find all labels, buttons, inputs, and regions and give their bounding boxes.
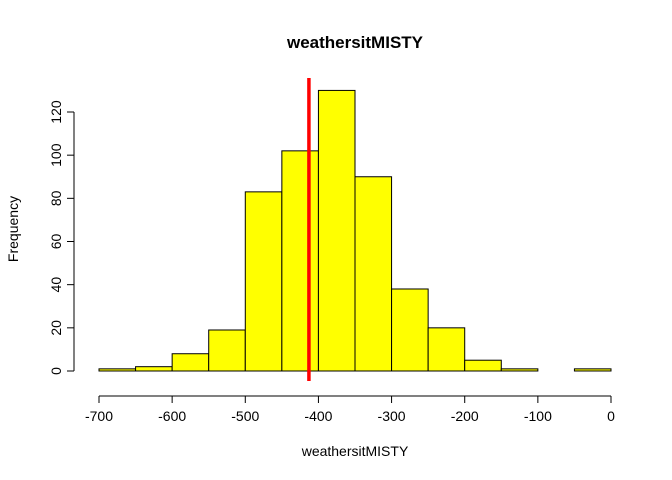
histogram-bar (135, 366, 173, 372)
x-axis-label: weathersitMISTY (301, 443, 409, 459)
x-tick-label: -200 (451, 408, 479, 424)
chart-title: weathersitMISTY (286, 33, 424, 52)
y-tick-label: 40 (48, 277, 64, 293)
y-tick-label: 20 (48, 320, 64, 336)
histogram-bar (171, 353, 210, 372)
x-tick-label: -100 (524, 408, 552, 424)
histogram-bar (427, 327, 466, 372)
y-tick-label: 80 (48, 190, 64, 206)
y-axis-label: Frequency (5, 196, 21, 262)
x-tick-label: -300 (378, 408, 406, 424)
y-axis: 0 20 40 60 80 100 120 (48, 100, 75, 375)
histogram-bar (573, 368, 612, 372)
x-tick-label: -500 (231, 408, 259, 424)
histogram-bar (500, 368, 539, 372)
y-tick-label: 100 (48, 143, 64, 167)
bars-group (98, 89, 612, 372)
histogram-bar (98, 368, 137, 372)
x-axis: -700 -600 -500 -400 -300 -200 -100 0 (85, 395, 615, 424)
histogram-bar (354, 176, 393, 372)
histogram-bar (208, 329, 246, 372)
histogram-bar (281, 150, 319, 372)
y-tick-label: 60 (48, 234, 64, 250)
x-tick-label: -700 (85, 408, 113, 424)
histogram-bar (317, 89, 356, 372)
x-tick-label: -400 (304, 408, 332, 424)
y-tick-label: 0 (48, 367, 64, 375)
histogram-bar (244, 191, 283, 372)
histogram-bar (464, 359, 502, 372)
y-tick-label: 120 (48, 100, 64, 124)
histogram-bar (391, 288, 429, 372)
x-tick-label: 0 (607, 408, 615, 424)
x-tick-label: -600 (158, 408, 186, 424)
